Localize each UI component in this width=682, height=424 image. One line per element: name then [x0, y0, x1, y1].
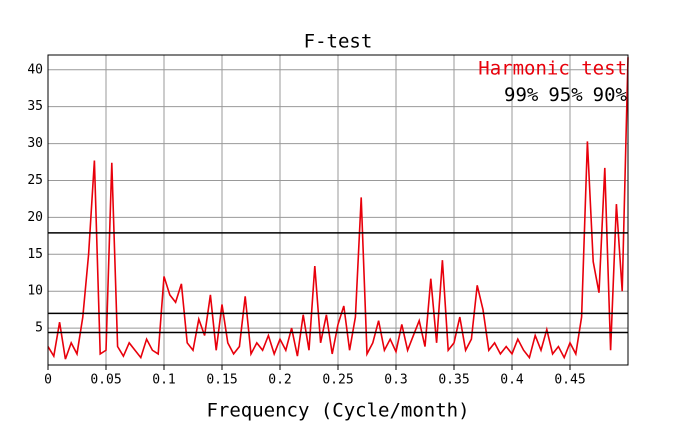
y-tick-label: 20: [27, 210, 43, 225]
x-tick-label: 0.1: [152, 373, 175, 388]
y-tick-label: 35: [27, 99, 43, 114]
plot-frame: [47, 54, 629, 366]
y-tick-label: 25: [27, 173, 43, 188]
x-tick-label: 0.25: [322, 373, 353, 388]
y-tick-label: 40: [27, 62, 43, 77]
reference-legend: 99% 95% 90%: [504, 84, 628, 106]
x-axis-label: Frequency (Cycle/month): [206, 400, 469, 422]
series-line: [47, 57, 629, 360]
x-tick-label: 0: [44, 373, 52, 388]
y-tick-label: 30: [27, 136, 43, 151]
x-tick-label: 0.45: [554, 373, 585, 388]
reference-label: 90%: [593, 84, 628, 106]
y-tick-label: 10: [27, 284, 43, 299]
annotation: Harmonic test: [478, 58, 627, 80]
reference-label: 95%: [548, 84, 583, 106]
reference-label: 99%: [504, 84, 539, 106]
y-tick-label: 15: [27, 247, 43, 262]
x-tick-label: 0.05: [90, 373, 121, 388]
x-tick-label: 0.4: [500, 373, 524, 388]
x-tick-label: 0.15: [206, 373, 237, 388]
x-tick-label: 0.3: [384, 373, 407, 388]
x-tick-label: 0.2: [268, 373, 291, 388]
chart-title: F-test: [304, 31, 373, 53]
x-tick-label: 0.35: [438, 373, 469, 388]
y-tick-label: 5: [35, 321, 43, 336]
